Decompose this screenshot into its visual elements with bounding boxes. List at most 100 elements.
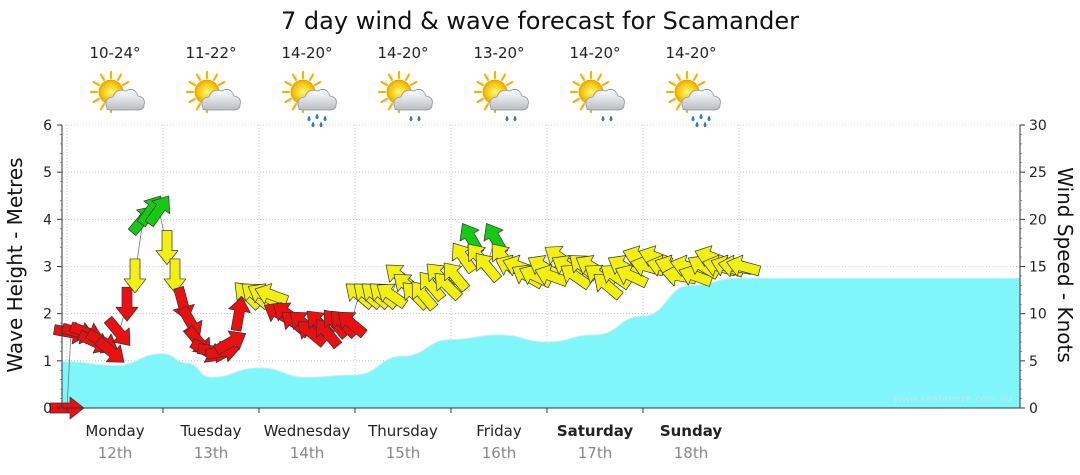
sun-ray <box>122 80 130 87</box>
y-tick-label: 3 <box>43 260 52 276</box>
wind-arrow-shape <box>434 272 463 302</box>
cloud-shape <box>489 88 529 111</box>
sun-ray <box>572 80 580 87</box>
sun-ray <box>218 80 226 87</box>
wave-height-outline <box>61 277 1021 409</box>
wind-arrow <box>213 330 247 356</box>
sun-ray <box>668 80 676 87</box>
sun-ray <box>500 73 507 81</box>
rain-drop <box>319 121 323 128</box>
wind-arrow-shape <box>123 258 147 294</box>
wind-arrow <box>726 254 762 277</box>
sun-ray <box>195 73 202 81</box>
temperature-range: 14-20° <box>281 44 332 62</box>
wind-arrow <box>163 258 187 294</box>
sun-ray <box>668 97 676 104</box>
light-rain-icon <box>473 70 529 122</box>
sun-ray <box>99 73 106 81</box>
sun-ray <box>212 73 219 81</box>
y-tick-label: 6 <box>43 118 52 134</box>
sun-ray <box>579 73 586 81</box>
light-rain-icon <box>377 70 433 122</box>
y2-tick-label: 5 <box>1029 354 1038 370</box>
day-name-label: Monday <box>85 422 144 440</box>
wind-arrow-shape <box>451 242 478 275</box>
day-date-label: 13th <box>194 444 228 462</box>
rain-drop <box>699 113 703 120</box>
rain-drop <box>417 115 421 122</box>
rain-drop <box>691 115 695 122</box>
cloud-shape <box>681 88 721 111</box>
temperature-range: 11-22° <box>185 44 236 62</box>
day-labels: Monday 12th Tuesday 13th Wednesday 14th Thursd… <box>66 408 723 462</box>
wind-arrow-shape <box>726 254 762 277</box>
sun-ray <box>387 73 394 81</box>
sun-ray <box>506 80 514 87</box>
sun-ray <box>675 73 682 81</box>
sun-ray <box>195 103 202 111</box>
y2-tick-label: 0 <box>1029 401 1038 417</box>
wind-arrow-shape <box>155 230 179 265</box>
sun-ray <box>410 80 418 87</box>
wind-arrow-shape <box>94 336 125 363</box>
partly-cloudy-icon <box>89 70 145 114</box>
sun-ray <box>572 97 580 104</box>
y2-tick-label: 30 <box>1029 118 1047 134</box>
y-tick-label: 0 <box>43 401 52 417</box>
wave-height-area <box>62 278 1020 408</box>
sun-ray <box>476 80 484 87</box>
wind-arrow-shape <box>228 296 251 332</box>
rain-drop <box>409 115 413 122</box>
sun-ray <box>284 80 292 87</box>
y-tick-label: 4 <box>43 212 52 228</box>
wind-arrow-shape <box>475 253 503 284</box>
rain-drop <box>307 115 311 122</box>
y2-tick-label: 20 <box>1029 212 1047 228</box>
sun-ray <box>692 73 699 81</box>
temperature-range: 14-20° <box>569 44 620 62</box>
sun-ray <box>284 97 292 104</box>
day-name-label: Sunday <box>660 422 723 440</box>
wind-arrow <box>434 272 463 302</box>
rain-drop <box>505 115 509 122</box>
day-name-label: Saturday <box>557 422 634 440</box>
y2-axis-title: Wind Speed - Knots <box>1053 167 1077 363</box>
wind-arrow <box>615 264 649 288</box>
light-rain-icon <box>569 70 625 122</box>
day-name-label: Friday <box>476 422 522 440</box>
day-name-label: Wednesday <box>264 422 351 440</box>
rain-shower-icon <box>281 70 337 128</box>
wind-arrow <box>451 242 478 275</box>
temperature-range: 14-20° <box>377 44 428 62</box>
sun-ray <box>579 103 586 111</box>
wind-arrow-shape <box>593 274 624 301</box>
sun-ray <box>596 73 603 81</box>
wind-arrow <box>593 274 624 301</box>
day-date-label: 17th <box>578 444 612 462</box>
temperature-range: 10-24° <box>89 44 140 62</box>
sun-ray <box>92 80 100 87</box>
rain-drop <box>707 115 711 122</box>
watermark: www.seabreeze.com.au <box>894 394 1012 405</box>
wind-arrow <box>115 286 139 322</box>
wind-arrow <box>228 296 251 332</box>
wind-arrow-shape <box>163 258 187 294</box>
rain-drop <box>695 121 699 128</box>
cloud-shape <box>585 88 625 111</box>
day-name-label: Tuesday <box>179 422 241 440</box>
day-date-label: 15th <box>386 444 420 462</box>
daily-forecast-row: 10-24° 11-22° 14-20° 14-20° 13-20° 14-20° 14-2… <box>89 44 721 128</box>
sun-ray <box>675 103 682 111</box>
sun-ray <box>387 103 394 111</box>
wind-arrow <box>144 195 171 228</box>
wind-arrow <box>94 336 125 363</box>
y-tick-label: 5 <box>43 165 52 181</box>
day-date-label: 18th <box>674 444 708 462</box>
wind-arrow-shape <box>443 262 471 293</box>
cloud-shape <box>297 88 337 111</box>
day-date-label: 12th <box>98 444 132 462</box>
rain-drop <box>703 121 707 128</box>
wind-arrow-shape <box>213 330 247 356</box>
rain-drop <box>315 113 319 120</box>
